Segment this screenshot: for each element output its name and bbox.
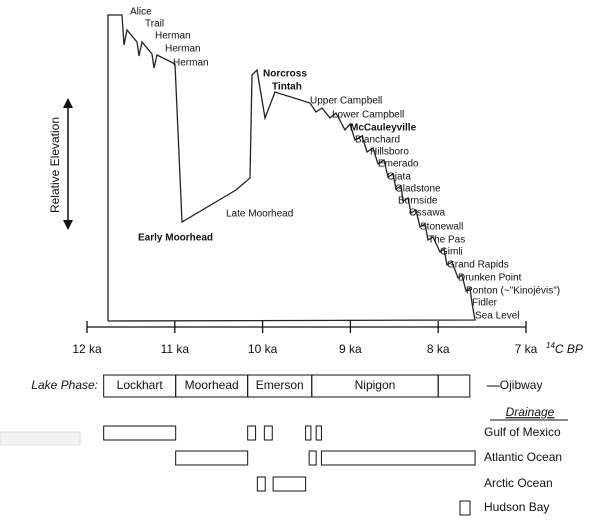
phase-name: Lockhart <box>117 378 164 392</box>
drainage-bar <box>305 425 312 441</box>
stage-label: Drunken Point <box>458 273 522 284</box>
elevation-curve <box>107 14 476 322</box>
stage-label: Hillsboro <box>370 147 409 158</box>
route-name: Atlantic Ocean <box>484 450 562 464</box>
stage-label: Herman <box>173 58 209 69</box>
drainage-bar <box>247 425 257 441</box>
drainage-bar <box>263 425 273 441</box>
lake-phase-label: Lake Phase: <box>31 378 98 392</box>
stage-label: Ponton (~"Kinojévis") <box>466 286 560 297</box>
drainage-bar <box>103 425 177 441</box>
stage-label: Emerado <box>378 159 419 170</box>
phase-name: Nipigon <box>355 378 396 392</box>
arrow-head <box>63 98 73 108</box>
y-axis-label: Relative Elevation <box>48 117 62 213</box>
route-name: Gulf of Mexico <box>484 425 561 439</box>
ojibway-label: Ojibway <box>500 378 543 392</box>
stage-label: Norcross <box>263 69 307 80</box>
stage-label: Ossawa <box>409 208 446 219</box>
route-name: Hudson Bay <box>484 500 549 514</box>
stage-label: Lower Campbell <box>332 110 404 121</box>
stage-label: Stonewall <box>420 222 463 233</box>
drainage-bar <box>320 450 476 466</box>
stage-label: Tintah <box>272 82 302 93</box>
tick-label: 10 ka <box>248 342 278 356</box>
stage-label: Trail <box>145 19 164 30</box>
stage-label: Sea Level <box>475 311 519 322</box>
route-name: Arctic Ocean <box>484 476 553 490</box>
arrow-head <box>63 220 73 230</box>
tick-label: 12 ka <box>72 342 102 356</box>
drainage-bar <box>256 476 266 492</box>
stage-label: McCauleyville <box>350 123 417 134</box>
drainage-bar <box>308 450 317 466</box>
drainage-title: Drainage <box>506 405 555 419</box>
stage-label: Grand Rapids <box>447 260 509 271</box>
drainage-bar <box>272 476 307 492</box>
stage-label: Upper Campbell <box>310 96 382 107</box>
stage-label: The Pas <box>428 235 465 246</box>
tick-label: 11 ka <box>161 342 190 356</box>
stage-label: Fidler <box>472 298 498 309</box>
tick-label: 8 ka <box>427 342 450 356</box>
stage-label: Alice <box>130 7 152 18</box>
stage-label: Late Moorhead <box>226 209 293 220</box>
stage-label: Early Moorhead <box>138 233 213 244</box>
phase-name: Moorhead <box>185 378 239 392</box>
phase-name: Emerson <box>256 378 304 392</box>
stage-label: Herman <box>155 31 191 42</box>
drainage-bar <box>315 425 322 441</box>
axis-unit: 14C BP <box>546 341 583 356</box>
drainage-bar <box>175 450 249 466</box>
stage-label: Herman <box>165 44 201 55</box>
stage-label: Burnside <box>398 196 438 207</box>
stage-label: Gimli <box>440 247 463 258</box>
unit: C BP <box>555 342 583 356</box>
stage-label: Blanchard <box>355 135 400 146</box>
ui-artifact <box>0 431 81 446</box>
tick-label: 7 ka <box>515 342 538 356</box>
tick-label: 9 ka <box>339 342 362 356</box>
phase-box <box>437 374 471 398</box>
unit-sup: 14 <box>546 341 555 350</box>
stage-label: Ojata <box>387 172 411 183</box>
hudson-icon <box>459 500 471 516</box>
stage-label: Gladstone <box>395 184 441 195</box>
